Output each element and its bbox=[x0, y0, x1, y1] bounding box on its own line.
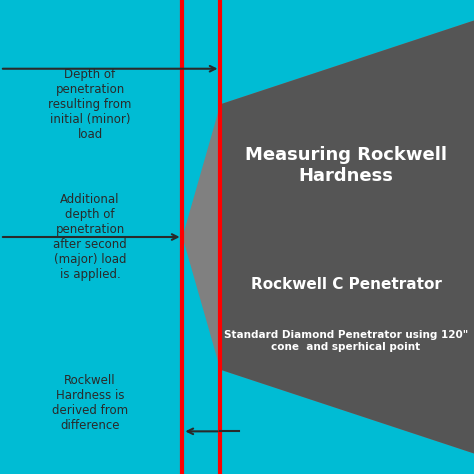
Text: Rockwell C Penetrator: Rockwell C Penetrator bbox=[251, 277, 441, 292]
Polygon shape bbox=[182, 19, 474, 455]
Text: Depth of
penetration
resulting from
initial (minor)
load: Depth of penetration resulting from init… bbox=[48, 68, 132, 141]
Text: Standard Diamond Penetrator using 120"
cone  and sperhical point: Standard Diamond Penetrator using 120" c… bbox=[224, 330, 468, 352]
Text: Measuring Rockwell
Hardness: Measuring Rockwell Hardness bbox=[245, 146, 447, 185]
Polygon shape bbox=[220, 19, 474, 455]
Text: Rockwell
Hardness is
derived from
difference: Rockwell Hardness is derived from differ… bbox=[52, 374, 128, 432]
Text: Additional
depth of
penetration
after second
(major) load
is applied.: Additional depth of penetration after se… bbox=[53, 193, 127, 281]
